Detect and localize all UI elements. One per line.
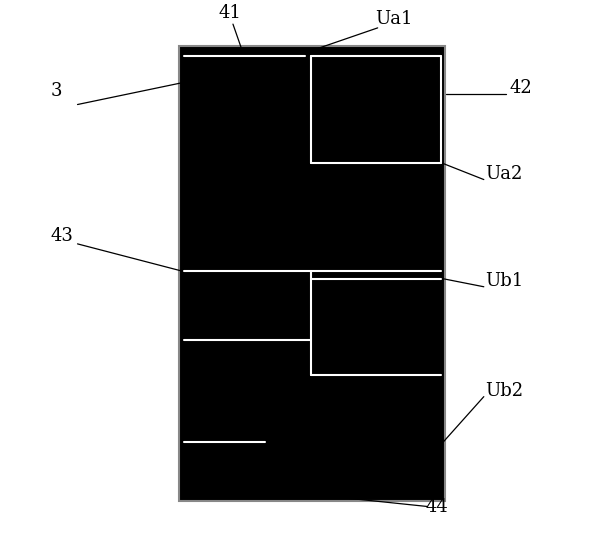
Bar [179, 46, 445, 501]
Text: 41: 41 [219, 4, 241, 23]
Text: Ua1: Ua1 [375, 10, 413, 28]
Text: 3: 3 [51, 82, 62, 100]
Text: 43: 43 [51, 227, 73, 245]
Text: 42: 42 [509, 79, 532, 98]
Text: Ub1: Ub1 [485, 272, 523, 291]
Text: 44: 44 [426, 497, 448, 516]
Text: Ub2: Ub2 [485, 382, 523, 400]
Text: Ua2: Ua2 [485, 165, 522, 183]
